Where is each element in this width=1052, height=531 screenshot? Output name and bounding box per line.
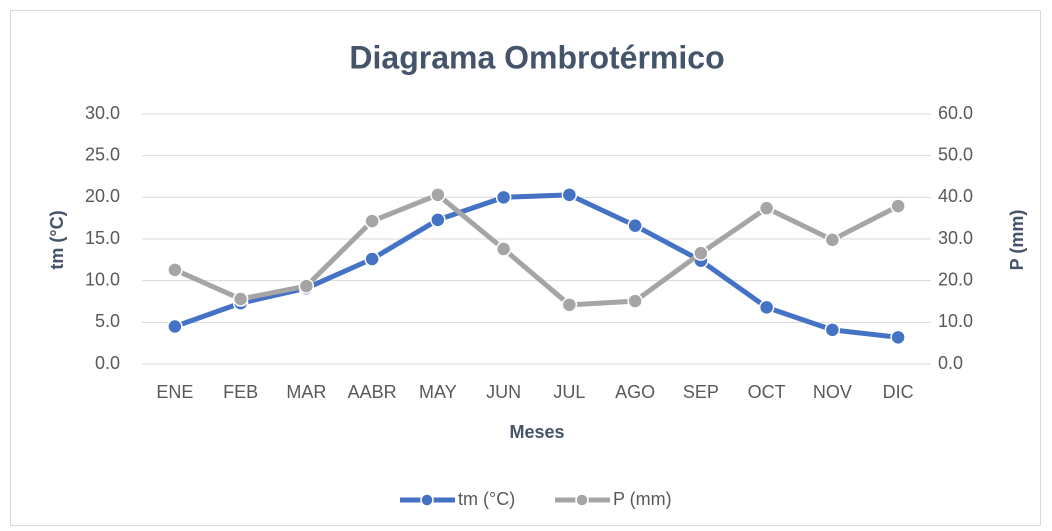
- y-axis-title: tm (°C): [47, 210, 67, 269]
- data-point: [824, 232, 841, 248]
- x-tick-label: JUN: [486, 382, 521, 402]
- y-tick-label: 10.0: [85, 269, 120, 289]
- x-tick-label: MAY: [419, 382, 457, 402]
- y2-tick-label: 40.0: [938, 186, 973, 206]
- x-tick-label: FEB: [223, 382, 258, 402]
- series-line: [173, 192, 900, 308]
- x-axis-title: Meses: [509, 422, 564, 442]
- legend-label: tm (°C): [458, 489, 515, 509]
- data-point: [890, 329, 906, 346]
- y2-tick-label: 60.0: [938, 103, 973, 123]
- data-point: [758, 200, 775, 216]
- chart-title: Diagrama Ombrotérmico: [349, 39, 724, 75]
- data-point: [232, 291, 249, 307]
- x-tick-label: AABR: [348, 382, 397, 402]
- x-tick-label: NOV: [813, 382, 852, 402]
- y2-tick-label: 20.0: [938, 269, 973, 289]
- y-tick-label: 30.0: [85, 103, 120, 123]
- data-point: [430, 187, 446, 203]
- data-point: [693, 245, 709, 261]
- y2-axis-title: P (mm): [1007, 210, 1027, 271]
- x-tick-label: OCT: [748, 382, 786, 402]
- data-point: [167, 262, 183, 278]
- data-point: [495, 241, 512, 257]
- x-tick-label: ENE: [156, 382, 193, 402]
- data-point: [364, 251, 380, 267]
- data-point: [824, 322, 841, 338]
- y2-tick-label: 0.0: [938, 353, 963, 373]
- y-tick-label: 25.0: [85, 144, 120, 164]
- x-tick-label: SEP: [683, 382, 719, 402]
- y-tick-label: 0.0: [95, 353, 120, 373]
- data-point: [298, 278, 315, 294]
- y2-tick-label: 10.0: [938, 311, 973, 331]
- data-point: [890, 198, 906, 214]
- legend-marker: [420, 493, 434, 507]
- data-point: [627, 217, 643, 234]
- y-tick-label: 5.0: [95, 311, 120, 331]
- legend-label: P (mm): [613, 489, 672, 509]
- x-tick-label: DIC: [883, 382, 914, 402]
- data-point: [627, 293, 643, 309]
- data-point: [561, 297, 578, 313]
- x-tick-label: JUL: [553, 382, 585, 402]
- y2-tick-label: 50.0: [938, 144, 973, 164]
- y-tick-label: 15.0: [85, 228, 120, 248]
- y2-tick-label: 30.0: [938, 228, 973, 248]
- data-point: [495, 189, 512, 206]
- data-point: [758, 299, 775, 316]
- legend-marker: [575, 493, 589, 507]
- x-tick-label: MAR: [286, 382, 326, 402]
- y-tick-label: 20.0: [85, 186, 120, 206]
- data-point: [167, 318, 183, 335]
- x-tick-label: AGO: [615, 382, 655, 402]
- data-point: [561, 187, 578, 203]
- data-point: [430, 212, 446, 228]
- data-point: [364, 213, 380, 229]
